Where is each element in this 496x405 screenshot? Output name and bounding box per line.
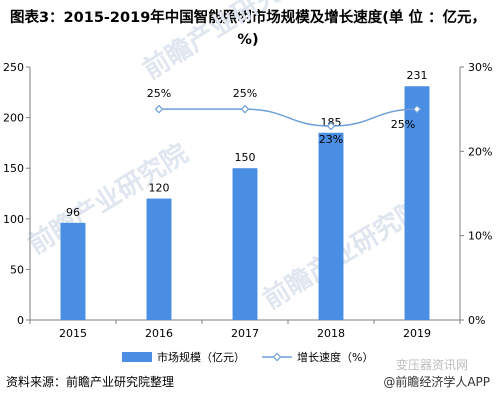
bar: [146, 198, 172, 320]
x-tick-label: 2019: [403, 327, 431, 340]
growth-point: [154, 104, 164, 114]
growth-line: [158, 108, 418, 127]
growth-data-label: 25%: [391, 118, 415, 131]
legend-swatch-marker: [272, 352, 282, 362]
y-tick-label: 150: [3, 162, 24, 175]
x-tick-label: 2015: [59, 327, 87, 340]
bar: [60, 222, 86, 320]
growth-point: [412, 104, 422, 114]
legend-swatch-bar: [122, 352, 152, 362]
x-tick-label: 2018: [317, 327, 345, 340]
x-tick-label: 2016: [145, 327, 173, 340]
legend-label-bar: 市场规模（亿元）: [157, 350, 245, 364]
x-tick-label: 2017: [231, 327, 259, 340]
growth-data-label: 23%: [319, 133, 343, 146]
growth-point: [326, 121, 336, 131]
y-tick-label: 250: [3, 61, 24, 74]
watermark-site: 变压器资讯网: [396, 358, 469, 372]
y-tick-label: 100: [3, 213, 24, 226]
growth-data-label: 25%: [147, 87, 171, 100]
y-tick-label: 200: [3, 112, 24, 125]
growth-point: [240, 104, 250, 114]
bar-data-label: 120: [149, 182, 170, 195]
bar-data-label: 150: [235, 151, 256, 164]
bar-data-label: 231: [407, 69, 428, 82]
bar: [404, 86, 430, 320]
publisher-credit: @前瞻经济学人APP: [383, 375, 490, 389]
y2-tick-label: 0%: [468, 314, 485, 327]
y2-tick-label: 10%: [468, 230, 492, 243]
y2-tick-label: 20%: [468, 145, 492, 158]
bar: [232, 168, 258, 320]
legend-label-line: 增长速度（%）: [297, 350, 373, 364]
y-tick-label: 50: [10, 263, 24, 276]
chart-title: 图表3：2015-2019年中国智能照明市场规模及增长速度(单 位 ：亿元，%): [9, 10, 487, 48]
y2-tick-label: 30%: [468, 61, 492, 74]
bar-data-label: 96: [66, 206, 80, 219]
source-note: 资料来源：前瞻产业研究院整理: [6, 375, 175, 389]
growth-data-label: 25%: [233, 87, 257, 100]
chart-svg: 0 50 100 150 200 250 0% 10% 20% 30% 2015 2016 2017 20…: [3, 61, 492, 364]
bar: [318, 132, 344, 320]
y-tick-label: 0: [17, 314, 24, 327]
